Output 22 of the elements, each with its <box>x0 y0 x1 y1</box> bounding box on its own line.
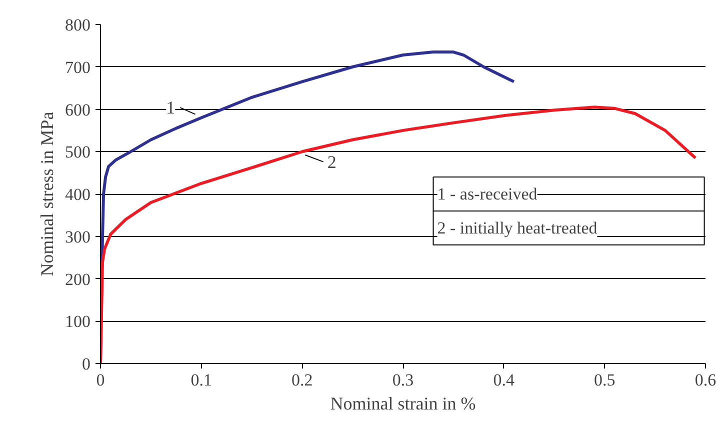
x-tick-label: 0.2 <box>292 370 313 390</box>
annotation: 1 - as-received <box>437 184 538 204</box>
x-axis-title: Nominal strain in % <box>330 394 476 414</box>
x-tick-label: 0.1 <box>190 370 212 390</box>
y-tick-label: 400 <box>65 185 90 204</box>
x-tick-label: 0.6 <box>694 370 716 390</box>
series-label: 2 <box>327 152 336 172</box>
annotation: 2 - initially heat-treated <box>437 218 598 238</box>
x-tick-label: 0.4 <box>493 370 515 390</box>
y-tick-label: 700 <box>65 58 90 77</box>
y-tick-label: 100 <box>65 312 90 332</box>
y-tick-label: 200 <box>65 270 90 289</box>
y-axis-title: Nominal stress in MPa <box>37 112 57 276</box>
x-tick-label: 0.3 <box>392 370 414 390</box>
x-tick-label: 0.5 <box>594 370 616 390</box>
series-label: 1 <box>166 98 176 118</box>
y-tick-label: 800 <box>65 16 90 34</box>
y-tick-label: 0 <box>82 354 90 374</box>
x-tick-label: 0 <box>96 370 105 390</box>
y-tick-label: 600 <box>65 100 90 120</box>
y-tick-label: 500 <box>65 142 90 162</box>
y-tick-label: 300 <box>65 227 90 246</box>
